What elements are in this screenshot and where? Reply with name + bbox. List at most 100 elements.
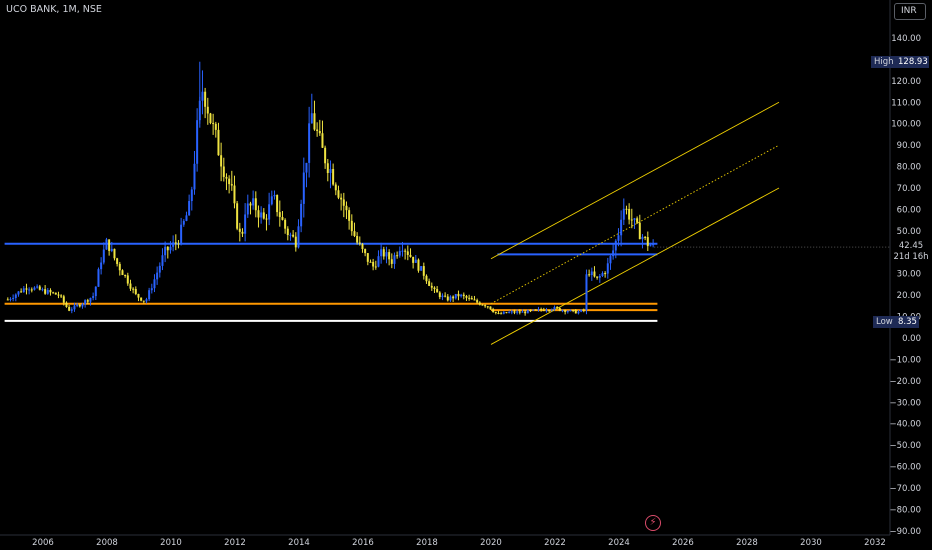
candle-body bbox=[310, 113, 313, 124]
candle-body bbox=[209, 113, 212, 123]
candle-body bbox=[321, 133, 324, 148]
candle-body bbox=[100, 262, 103, 270]
candle-body bbox=[92, 296, 95, 298]
high-value: 128.93 bbox=[895, 56, 929, 68]
x-tick-label: 2020 bbox=[480, 538, 502, 548]
candle-body bbox=[188, 201, 191, 216]
candle-body bbox=[265, 218, 268, 220]
candle-body bbox=[313, 113, 316, 130]
y-tick-label: −20.00 bbox=[890, 377, 921, 387]
candle-body bbox=[452, 296, 455, 299]
candle-body bbox=[286, 228, 289, 236]
last-price-value: 42.45 bbox=[898, 241, 924, 251]
candle-body bbox=[134, 289, 137, 295]
candle-body bbox=[428, 281, 431, 286]
candle-body bbox=[196, 120, 199, 164]
candle-body bbox=[385, 252, 388, 257]
candle-body bbox=[110, 248, 113, 251]
candle-body bbox=[276, 195, 279, 213]
candle-body bbox=[438, 292, 441, 298]
candle-body bbox=[582, 309, 585, 311]
candle-body bbox=[36, 286, 39, 288]
candle-body bbox=[537, 309, 540, 311]
candle-body bbox=[60, 295, 63, 297]
candle-body bbox=[417, 259, 420, 271]
candle-body bbox=[393, 255, 396, 264]
candle-body bbox=[214, 123, 217, 130]
candle-body bbox=[153, 279, 156, 289]
candle-body bbox=[353, 231, 356, 236]
candle-body bbox=[550, 309, 553, 311]
candle-body bbox=[468, 297, 471, 299]
candle-body bbox=[292, 234, 295, 237]
candle-body bbox=[646, 237, 649, 247]
candle-body bbox=[238, 228, 241, 232]
candle-body bbox=[217, 129, 220, 156]
candle-body bbox=[489, 306, 492, 310]
candle-body bbox=[508, 312, 511, 314]
candle-body bbox=[105, 239, 108, 250]
y-tick-label: 100.00 bbox=[891, 120, 921, 130]
candle-body bbox=[254, 198, 257, 211]
candle-body bbox=[396, 255, 399, 257]
candle-body bbox=[177, 243, 180, 245]
candle-body bbox=[356, 235, 359, 243]
candle-body bbox=[625, 208, 628, 210]
candle-body bbox=[281, 217, 284, 220]
candle-body bbox=[121, 270, 124, 276]
candle-body bbox=[102, 249, 105, 263]
candle-body bbox=[324, 147, 327, 164]
candle-body bbox=[446, 296, 449, 301]
candle-body bbox=[145, 299, 148, 302]
candle-body bbox=[174, 242, 177, 244]
candle-body bbox=[414, 259, 417, 263]
candle-body bbox=[300, 203, 303, 227]
x-tick-label: 2018 bbox=[416, 538, 438, 548]
currency-button[interactable]: INR bbox=[894, 3, 926, 20]
candle-body bbox=[612, 250, 615, 257]
candle-body bbox=[569, 309, 572, 312]
candle-body bbox=[636, 218, 639, 223]
candle-body bbox=[614, 240, 617, 251]
candle-body bbox=[430, 285, 433, 288]
candle-body bbox=[41, 289, 44, 291]
candle-body bbox=[558, 307, 561, 311]
candle-body bbox=[246, 203, 249, 215]
candle-body bbox=[420, 266, 423, 271]
candle-body bbox=[374, 266, 377, 268]
candle-body bbox=[297, 226, 300, 248]
x-tick-label: 2030 bbox=[800, 538, 822, 548]
candle-body bbox=[73, 305, 76, 310]
candle-body bbox=[638, 222, 641, 240]
candle-body bbox=[140, 297, 143, 301]
candle-body bbox=[593, 271, 596, 277]
candle-body bbox=[566, 311, 569, 313]
candle-body bbox=[89, 297, 92, 302]
y-tick-label: −40.00 bbox=[890, 420, 921, 430]
x-tick-label: 2032 bbox=[864, 538, 886, 548]
candle-body bbox=[577, 311, 580, 314]
candle-body bbox=[158, 265, 161, 273]
candle-body bbox=[585, 274, 588, 311]
candle-body bbox=[532, 309, 535, 311]
candle-body bbox=[534, 309, 537, 311]
x-tick-label: 2008 bbox=[96, 538, 118, 548]
candle-body bbox=[25, 288, 28, 290]
candle-body bbox=[28, 289, 31, 291]
candle-body bbox=[497, 312, 500, 314]
candle-body bbox=[476, 300, 479, 303]
candle-body bbox=[137, 294, 140, 298]
candle-body bbox=[49, 290, 52, 293]
candle-body bbox=[652, 243, 655, 246]
candle-body bbox=[241, 231, 244, 234]
candle-body bbox=[204, 91, 207, 107]
candle-body bbox=[230, 184, 233, 186]
candle-body bbox=[361, 243, 364, 250]
candle-body bbox=[622, 208, 625, 220]
candle-body bbox=[366, 253, 369, 262]
lightning-icon[interactable]: ⚡ bbox=[645, 515, 661, 531]
candle-body bbox=[334, 184, 337, 191]
candle-body bbox=[76, 304, 79, 306]
candle-body bbox=[318, 130, 321, 134]
